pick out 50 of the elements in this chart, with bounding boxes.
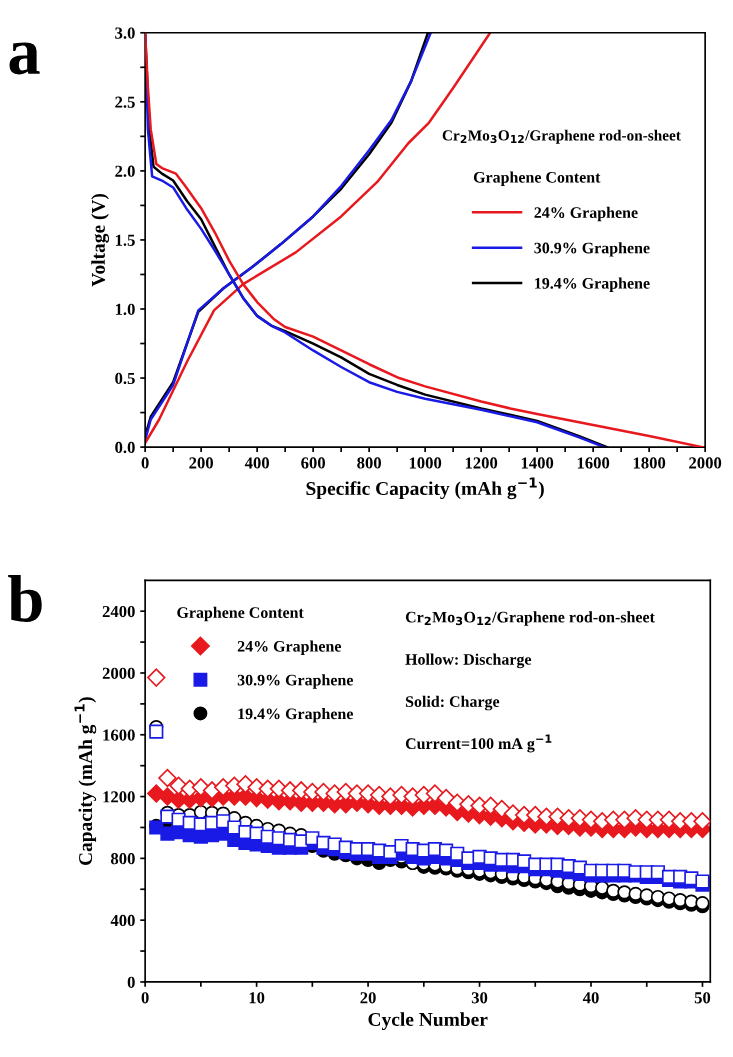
y-axis-title: Voltage (V) bbox=[91, 193, 110, 287]
annotation: Solid: Charge bbox=[405, 695, 500, 711]
x-tick-label: 30 bbox=[471, 992, 488, 1004]
x-tick-label: 1800 bbox=[633, 457, 666, 469]
y-tick-label: 1200 bbox=[103, 791, 135, 803]
y-tick-label: 0.5 bbox=[115, 372, 135, 385]
x-tick-label: 1200 bbox=[465, 457, 498, 469]
y-tick-label: 0.0 bbox=[115, 441, 135, 454]
legend-label: 24% Graphene bbox=[237, 640, 342, 655]
y-tick-label: 800 bbox=[110, 853, 135, 865]
y-tick-label: 1.5 bbox=[115, 234, 135, 246]
x-tick-label: 0 bbox=[141, 992, 149, 1004]
legend-label: 24% Graphene bbox=[534, 206, 638, 222]
x-tick-label: 200 bbox=[189, 457, 213, 469]
legend-label: 19.4% Graphene bbox=[535, 277, 650, 292]
y-tick-label: 2.0 bbox=[115, 165, 135, 177]
text: a bbox=[9, 42, 40, 75]
y-tick-label: 2000 bbox=[102, 667, 135, 679]
x-tick-label: 0 bbox=[141, 457, 149, 469]
annotation: Current=100 mA g$^{−1}$ bbox=[405, 734, 552, 753]
y-tick-label: 2400 bbox=[102, 605, 135, 618]
annotation: Cr$_{2}$Mo$_{3}$O$_{12}$/Graphene rod-on-sheet bbox=[405, 611, 655, 626]
x-tick-label: 600 bbox=[301, 457, 325, 469]
x-tick-label: 400 bbox=[244, 457, 269, 469]
text: b bbox=[8, 575, 42, 622]
x-tick-label: 10 bbox=[249, 992, 265, 1004]
x-tick-label: 800 bbox=[357, 457, 381, 469]
legend-title: Graphene Content bbox=[177, 606, 304, 622]
y-tick-label: 1600 bbox=[103, 729, 135, 741]
x-tick-label: 1400 bbox=[521, 457, 554, 469]
y-tick-label: 3.0 bbox=[115, 27, 135, 39]
x-tick-label: 40 bbox=[582, 992, 599, 1004]
x-axis-title: Specific Capacity (mAh g$^{−1}$) bbox=[306, 477, 544, 500]
x-tick-label: 1600 bbox=[577, 457, 610, 469]
y-tick-label: 0 bbox=[127, 976, 135, 988]
y-tick-label: 1.0 bbox=[115, 303, 135, 316]
annotation: Cr$_{2}$Mo$_{3}$O$_{12}$/Graphene rod-on-sheet bbox=[442, 129, 681, 144]
x-tick-label: 20 bbox=[360, 992, 376, 1004]
x-tick-label: 50 bbox=[694, 992, 711, 1004]
y-axis-title: Capacity (mAh g$^{−1}$) bbox=[74, 697, 97, 866]
legend-title: Graphene Content bbox=[473, 171, 601, 186]
x-tick-label: 1000 bbox=[409, 457, 442, 469]
y-tick-label: 2.5 bbox=[115, 96, 135, 108]
annotation: Hollow: Discharge bbox=[405, 653, 532, 669]
legend-label: 19.4% Graphene bbox=[238, 707, 353, 723]
x-tick-label: 2000 bbox=[689, 457, 722, 469]
legend-label: 30.9% Graphene bbox=[534, 242, 650, 257]
x-axis-title: Cycle Number bbox=[368, 1012, 488, 1031]
legend-label: 30.9% Graphene bbox=[237, 674, 353, 689]
y-tick-label: 400 bbox=[110, 914, 135, 927]
